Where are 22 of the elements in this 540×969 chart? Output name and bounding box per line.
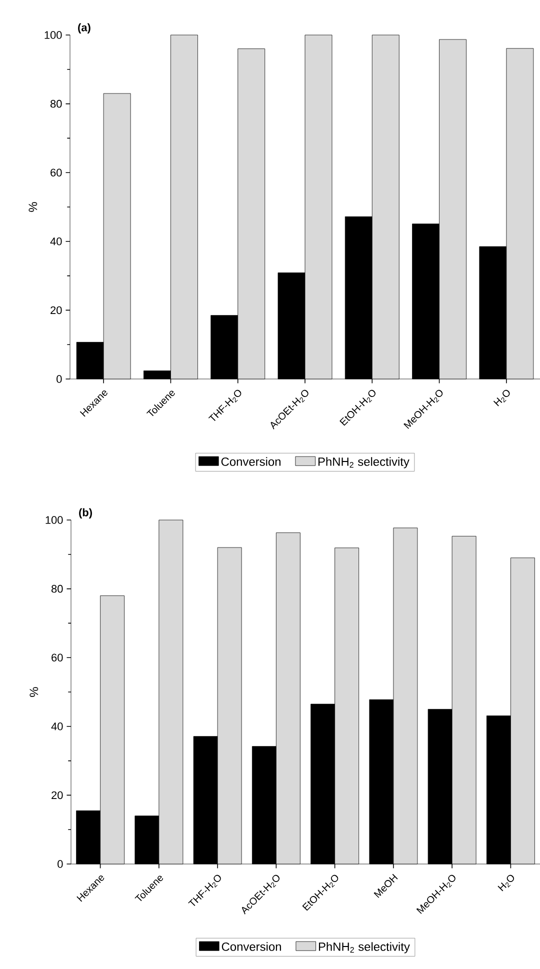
x-tick-label: H$_{2}$O	[498, 874, 514, 892]
y-tick-label: 20	[50, 306, 62, 314]
chart-title: (a)	[78, 23, 90, 34]
y-tick-label: 80	[50, 100, 62, 108]
y-tick-label: 60	[50, 168, 62, 176]
y-tick-label: 100	[44, 31, 62, 39]
y-axis-title: %	[28, 202, 38, 212]
y-tick-label: 80	[52, 584, 63, 593]
y-tick-label: 0	[56, 375, 62, 383]
legend-label: PhNH$_{2}$ selectivity	[318, 942, 410, 954]
y-tick-label: 100	[46, 516, 63, 524]
legend-label: Conversion	[222, 942, 281, 951]
y-tick-label: 60	[52, 654, 63, 662]
y-tick-label: 40	[51, 722, 63, 730]
y-axis-title: %	[30, 687, 38, 697]
y-tick-label: 20	[52, 791, 63, 800]
x-tick-label: H$_{2}$O	[493, 390, 510, 406]
y-tick-label: 40	[50, 238, 62, 246]
chart-title: (b)	[79, 508, 92, 518]
y-tick-label: 0	[58, 860, 63, 868]
legend-label: PhNH$_{2}$ selectivity	[318, 457, 410, 468]
legend-label: Conversion	[221, 457, 280, 466]
